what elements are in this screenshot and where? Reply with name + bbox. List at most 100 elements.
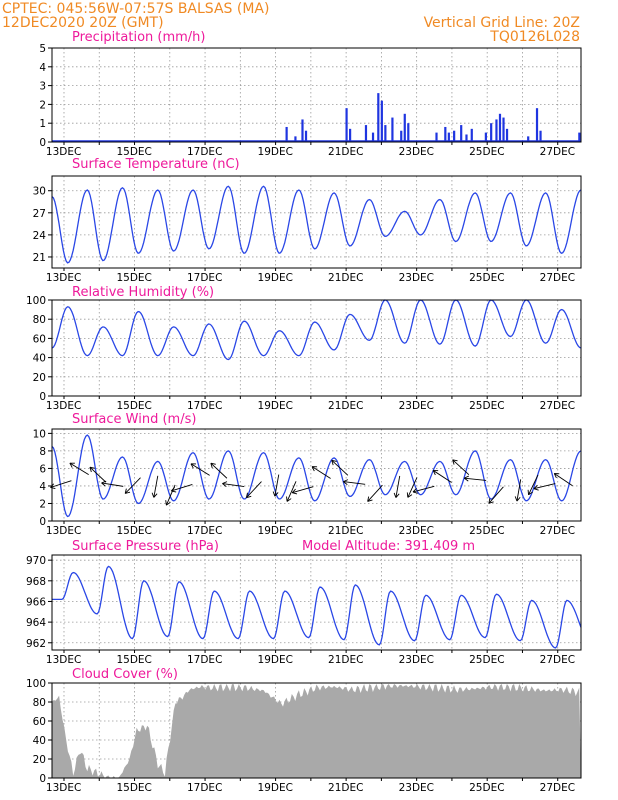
cloud-cover-xtick-label: 17DEC xyxy=(187,782,222,794)
wind-vector-head xyxy=(166,501,171,506)
wind-vector xyxy=(171,484,193,492)
precip-bar xyxy=(345,108,348,142)
wind-vector-head xyxy=(89,467,92,473)
humidity-xtick-label: 15DEC xyxy=(116,400,151,412)
pressure-xtick-label: 19DEC xyxy=(258,654,293,666)
humidity-title: Relative Humidity (%) xyxy=(72,285,214,300)
precip-bar xyxy=(304,130,308,142)
precip-bar xyxy=(403,113,406,142)
wind-vector xyxy=(286,481,297,502)
humidity-xtick-label: 19DEC xyxy=(258,400,293,412)
wind-vector-head xyxy=(246,495,252,499)
wind-vector-head xyxy=(514,496,518,502)
precipitation-ytick-label: 3 xyxy=(39,81,46,93)
panel-precipitation: Precipitation (mm/h) 0 1 2 3 4 5 13DEC 15DEC 17DE… xyxy=(39,30,582,158)
pressure-ytick-label: 968 xyxy=(26,576,46,588)
wind-line xyxy=(51,434,582,518)
run-code: TQ0126L028 xyxy=(489,29,580,45)
cloud-cover-xtick-label: 25DEC xyxy=(469,782,504,794)
date-line: 12DEC2020 20Z (GMT) xyxy=(2,15,164,31)
pressure-xtick-label: 13DEC xyxy=(46,654,81,666)
wind-vector xyxy=(412,485,435,493)
wind-vector-head xyxy=(393,492,397,498)
cloud-cover-xtick-label: 19DEC xyxy=(258,782,293,794)
wind-vector-head xyxy=(406,492,409,498)
precipitation-ytick-label: 1 xyxy=(39,118,46,130)
precipitation-xtick-label: 17DEC xyxy=(187,146,222,158)
wind-title: Surface Wind (m/s) xyxy=(72,412,196,427)
temperature-ytick-label: 21 xyxy=(33,252,46,264)
pressure-ytick-label: 966 xyxy=(26,596,46,608)
wind-vector-head xyxy=(464,475,469,479)
wind-vector xyxy=(124,477,141,494)
wind-vector-head xyxy=(286,496,288,502)
humidity-xtick-label: 17DEC xyxy=(187,400,222,412)
temperature-ytick-label: 27 xyxy=(33,208,46,220)
precip-bar xyxy=(490,123,493,142)
humidity-xtick-label: 27DEC xyxy=(540,400,575,412)
wind-vector-head xyxy=(331,459,337,462)
wind-vector xyxy=(311,466,331,479)
cloud-cover-ytick-label: 40 xyxy=(33,735,46,747)
precip-bar xyxy=(364,125,368,142)
wind-vector xyxy=(331,460,349,476)
wind-vector-head xyxy=(286,498,292,502)
wind-vector xyxy=(432,470,452,483)
precip-bar xyxy=(502,117,505,142)
precip-bar xyxy=(447,132,450,142)
wind-vector-head xyxy=(367,499,373,502)
temperature-frame xyxy=(51,175,582,269)
panel-humidity: Relative Humidity (%) 0 20 40 60 80 100 13DEC 15… xyxy=(26,285,582,412)
humidity-xtick-label: 13DEC xyxy=(46,400,81,412)
wind-vector xyxy=(89,466,107,483)
wind-vector xyxy=(274,474,280,497)
wind-vector-head xyxy=(272,491,276,497)
precipitation-ytick-label: 2 xyxy=(39,99,46,111)
precipitation-ytick-label: 4 xyxy=(39,62,46,74)
wind-vector-head xyxy=(89,466,95,469)
precipitation-frame xyxy=(51,47,582,143)
precip-bar xyxy=(444,126,447,142)
wind-vector-head xyxy=(533,488,539,491)
wind-vector-head xyxy=(516,496,521,502)
humidity-line xyxy=(51,299,582,361)
panel-cloud-cover: Cloud Cover (%) 0 20 40 60 80 100 13DEC 15DEC 17D… xyxy=(26,667,582,794)
precip-bar xyxy=(453,130,456,142)
precip-bar xyxy=(380,100,383,142)
wind-xtick-label: 23DEC xyxy=(399,525,434,537)
wind-vector-head xyxy=(124,488,127,494)
wind-vector xyxy=(367,484,383,502)
wind-vector xyxy=(488,486,504,504)
wind-ytick-label: 4 xyxy=(39,481,46,493)
precip-bar xyxy=(435,132,438,142)
temperature-ytick-label: 30 xyxy=(33,186,46,198)
pressure-xtick-label: 23DEC xyxy=(399,654,434,666)
wind-xtick-label: 25DEC xyxy=(469,525,504,537)
wind-vector-head xyxy=(210,463,213,469)
temperature-xtick-label: 25DEC xyxy=(469,272,504,284)
wind-vector-head xyxy=(528,491,533,496)
precip-bar xyxy=(495,119,498,142)
cloud-cover-ytick-label: 20 xyxy=(33,754,46,766)
pressure-xtick-label: 25DEC xyxy=(469,654,504,666)
cloud-cover-xtick-label: 13DEC xyxy=(46,782,81,794)
precip-bar xyxy=(377,93,380,142)
wind-vector-head xyxy=(50,487,56,490)
precipitation-xtick-label: 15DEC xyxy=(116,146,151,158)
wind-vector xyxy=(50,480,72,488)
panel-wind: Surface Wind (m/s) 0 2 4 6 8 10 13DEC 15DEC 17DEC… xyxy=(33,412,582,537)
humidity-xtick-label: 25DEC xyxy=(469,400,504,412)
precip-bar xyxy=(349,128,352,142)
pressure-xtick-label: 15DEC xyxy=(116,654,151,666)
temperature-line xyxy=(51,185,582,264)
wind-vector-head xyxy=(432,470,436,476)
wind-vector-head xyxy=(190,463,194,469)
pressure-ytick-label: 962 xyxy=(26,638,46,650)
precip-bar xyxy=(285,126,288,142)
precip-bar xyxy=(535,108,539,142)
precip-bar xyxy=(484,132,487,142)
cloud-cover-xtick-label: 21DEC xyxy=(328,782,363,794)
humidity-ytick-label: 20 xyxy=(33,372,46,384)
panel-pressure: Surface Pressure (hPa) Model Altitude: 39… xyxy=(26,539,582,666)
wind-xtick-label: 21DEC xyxy=(328,525,363,537)
